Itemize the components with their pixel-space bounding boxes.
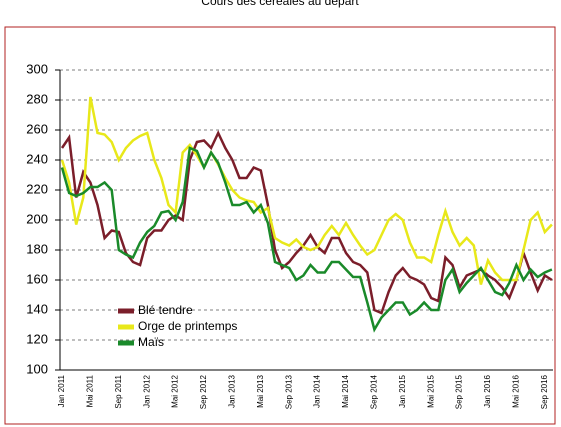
series-line [60, 130, 553, 315]
y-tick-label: 160 [26, 271, 48, 286]
x-tick-label: Jan 2011 [57, 374, 66, 407]
x-tick-label: Mai 2011 [86, 374, 95, 407]
x-tick-label: Jan 2013 [228, 374, 237, 407]
x-tick-label: Sep 2015 [455, 374, 464, 409]
x-tick-label: Jan 2016 [483, 374, 492, 407]
y-tick-label: 280 [26, 91, 48, 106]
y-tick-label: 100 [26, 361, 48, 376]
y-tick-label: 300 [26, 61, 48, 76]
x-tick-label: Mai 2016 [512, 374, 521, 407]
x-tick-label: Jan 2012 [142, 374, 151, 407]
x-tick-label: Sep 2011 [114, 374, 123, 408]
x-tick-label: Sep 2016 [540, 374, 549, 409]
y-tick-label: 120 [26, 331, 48, 346]
y-tick-label: 180 [26, 241, 48, 256]
series-line [60, 146, 553, 333]
legend-label: Orge de printemps [138, 319, 237, 333]
x-tick-label: Sep 2013 [284, 374, 293, 409]
x-tick-label: Jan 2015 [398, 374, 407, 407]
chart-title: Cours des céréales au départ [201, 0, 359, 8]
x-tick-label: Mai 2014 [341, 374, 350, 407]
y-tick-label: 140 [26, 301, 48, 316]
y-tick-label: 240 [26, 151, 48, 166]
x-tick-label: Mai 2013 [256, 374, 265, 407]
x-tick-label: Sep 2014 [370, 374, 379, 409]
frame [4, 26, 556, 425]
legend-label: Maïs [138, 335, 164, 349]
x-tick-label: Jan 2014 [313, 374, 322, 407]
y-tick-label: 200 [26, 211, 48, 226]
y-tick-label: 220 [26, 181, 48, 196]
x-tick-label: Mai 2015 [426, 374, 435, 407]
x-tick-label: Mai 2012 [171, 374, 180, 407]
series-line [60, 96, 553, 285]
x-tick-label: Sep 2012 [199, 374, 208, 409]
y-tick-label: 260 [26, 121, 48, 136]
legend-label: Blé tendre [138, 303, 193, 317]
